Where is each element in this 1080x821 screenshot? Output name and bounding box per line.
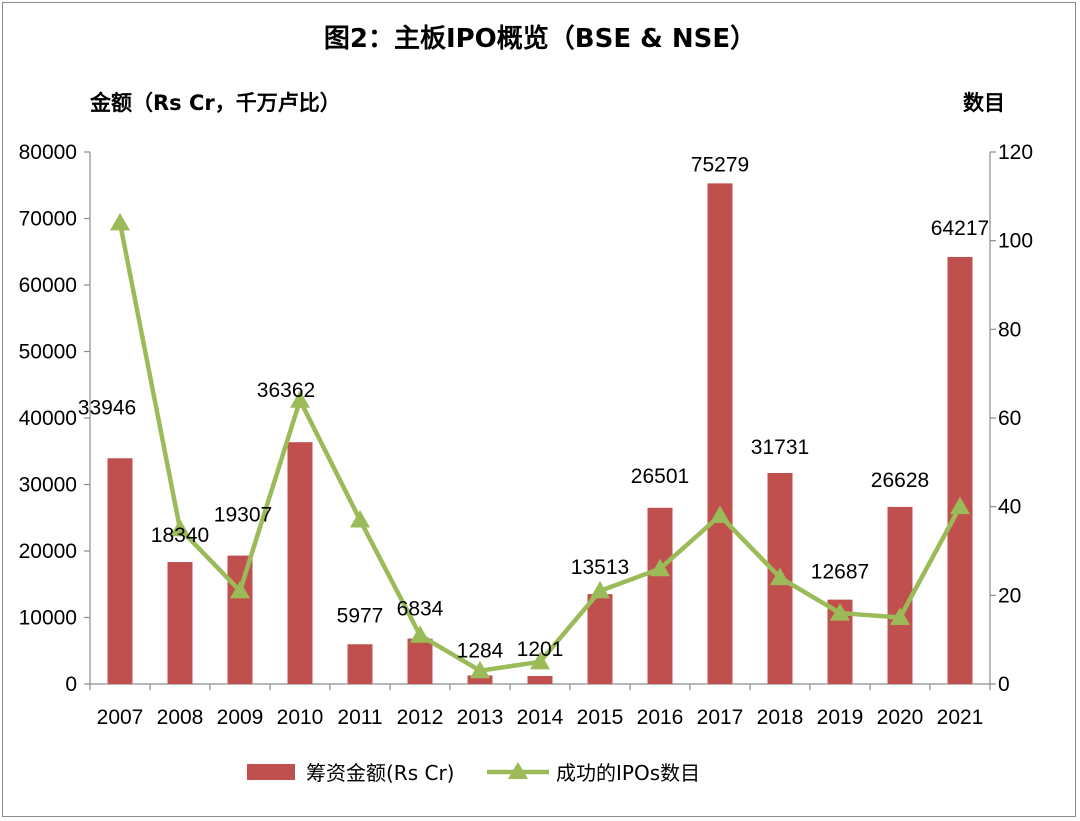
- line-point: [830, 603, 850, 621]
- x-tick-label: 2020: [877, 706, 924, 729]
- line-point: [230, 580, 250, 599]
- bar: [347, 644, 373, 684]
- bar-data-label: 6834: [397, 598, 444, 621]
- bar-data-label: 26501: [631, 465, 689, 488]
- bar: [467, 675, 493, 684]
- bar-data-label: 33946: [78, 396, 136, 419]
- legend: 筹资金额(Rs Cr) 成功的IPOs数目: [247, 761, 700, 785]
- x-tick-label: 2014: [517, 706, 564, 729]
- x-tick-label: 2021: [937, 706, 984, 729]
- bar: [287, 442, 313, 684]
- line-point: [890, 607, 910, 625]
- x-tick-label: 2018: [757, 706, 804, 729]
- x-tick-label: 2007: [97, 706, 144, 729]
- bar-data-label: 31731: [751, 436, 809, 459]
- bar-data-label: 36362: [257, 379, 315, 402]
- legend-marker-triangle: [508, 762, 528, 779]
- y-right-tick-label: 80: [998, 318, 1021, 341]
- bar: [887, 506, 913, 684]
- line-series: [110, 212, 970, 679]
- x-tick-label: 2009: [217, 706, 264, 729]
- line-point: [290, 390, 310, 408]
- bar: [647, 507, 673, 684]
- line-point: [170, 518, 190, 537]
- axes: 0 10000 20000 30000 40000 50000 60000 70000 8000…: [19, 141, 1033, 729]
- y-right-tick-label: 20: [998, 584, 1021, 607]
- legend-label-bar: 筹资金额(Rs Cr): [306, 761, 454, 785]
- bar: [407, 638, 433, 684]
- bar-data-label: 5977: [337, 604, 384, 627]
- bar: [707, 183, 733, 684]
- line-point: [710, 505, 730, 524]
- chart-title: 图2：主板IPO概览（BSE & NSE）: [324, 24, 756, 54]
- bar: [587, 594, 613, 684]
- bar-data-label: 64217: [931, 217, 989, 240]
- x-tick-label: 2008: [157, 706, 204, 729]
- bar: [167, 562, 193, 684]
- x-tick-label: 2015: [577, 706, 624, 729]
- bar-data-label: 1284: [457, 639, 504, 662]
- x-tick-label: 2010: [277, 706, 324, 729]
- y-right-tick-label: 40: [998, 496, 1021, 519]
- x-tick-label: 2013: [457, 706, 504, 729]
- y-left-tick-label: 20000: [19, 540, 77, 563]
- y-right-tick-label: 0: [998, 673, 1010, 696]
- bar-data-label: 1201: [517, 638, 564, 661]
- bar: [947, 256, 973, 684]
- y-left-tick-label: 30000: [19, 474, 77, 497]
- bar: [107, 458, 133, 684]
- y-left-tick-label: 50000: [19, 341, 77, 364]
- line-point: [350, 509, 370, 528]
- line-point: [590, 580, 610, 599]
- y-left-tick-label: 80000: [19, 141, 77, 164]
- y-left-tick-label: 40000: [19, 407, 77, 430]
- line-point: [530, 651, 550, 670]
- legend-swatch-bar: [247, 764, 295, 780]
- y-right-tick-label: 60: [998, 407, 1021, 430]
- bar-data-label: 13513: [571, 556, 629, 579]
- bar-data-label: 18340: [151, 524, 209, 547]
- line-point: [410, 625, 430, 643]
- bar-data-label: 75279: [691, 153, 749, 176]
- bar-series: [107, 183, 973, 684]
- y-left-tick-label: 10000: [19, 607, 77, 630]
- x-tick-label: 2017: [697, 706, 744, 729]
- line-point: [110, 212, 130, 231]
- bar-data-label: 12687: [811, 561, 869, 584]
- bar: [227, 555, 253, 684]
- y-left-tick-label: 0: [65, 673, 77, 696]
- y-axis-title-left: 金额（Rs Cr，千万卢比）: [89, 91, 341, 115]
- bar: [527, 676, 553, 684]
- line-point: [650, 558, 670, 577]
- bar-data-label: 19307: [214, 504, 272, 527]
- y-left-tick-label: 70000: [19, 208, 77, 231]
- y-right-tick-label: 100: [998, 230, 1033, 253]
- y-left-tick-label: 60000: [19, 274, 77, 297]
- line-point: [470, 660, 490, 679]
- x-tick-label: 2012: [397, 706, 444, 729]
- bar-data-label: 26628: [871, 469, 929, 492]
- y-right-tick-label: 120: [998, 141, 1033, 164]
- x-tick-label: 2011: [337, 706, 382, 729]
- legend-label-line: 成功的IPOs数目: [556, 761, 700, 785]
- line-point: [950, 496, 970, 515]
- x-tick-label: 2019: [817, 706, 864, 729]
- line-point: [770, 567, 790, 586]
- x-tick-label: 2016: [637, 706, 684, 729]
- y-axis-title-right: 数目: [963, 91, 1005, 115]
